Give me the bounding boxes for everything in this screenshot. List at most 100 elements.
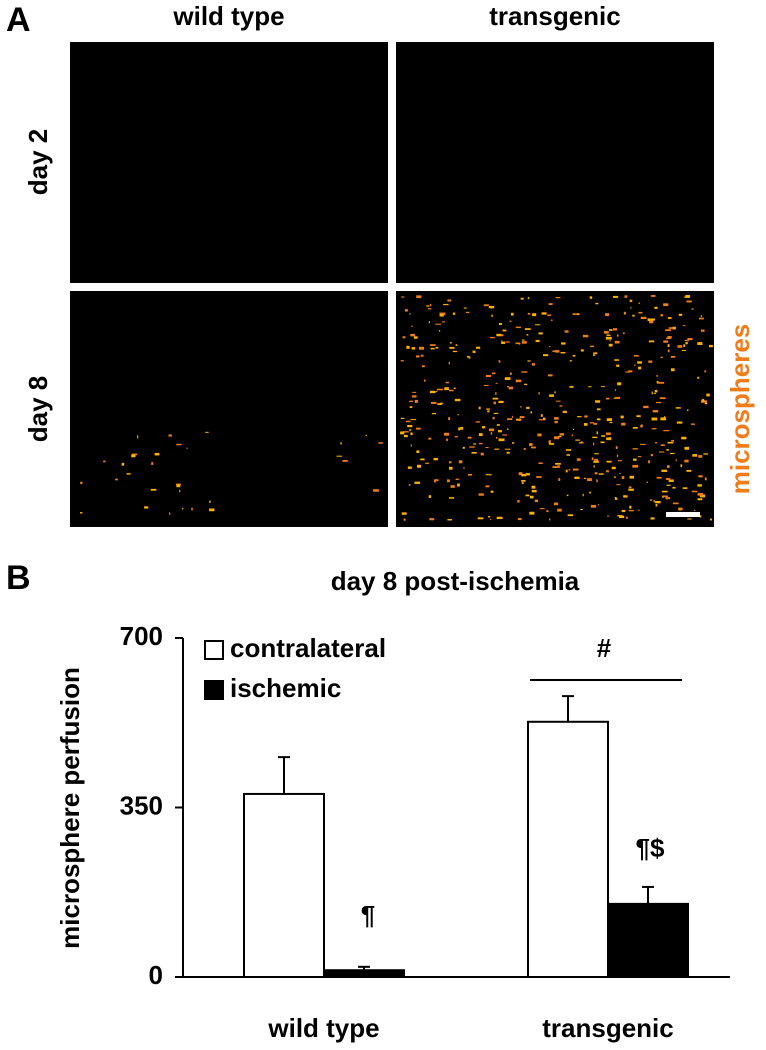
speckle — [704, 477, 707, 481]
speckle — [430, 347, 435, 350]
speckle — [452, 312, 456, 315]
speckle — [531, 446, 536, 449]
speckle — [687, 518, 692, 520]
speckle — [425, 462, 429, 464]
speckle — [549, 394, 554, 397]
speckle — [620, 415, 624, 419]
speckle — [559, 433, 565, 436]
speckle — [446, 479, 450, 483]
speckle — [582, 334, 589, 338]
speckle — [660, 444, 665, 447]
speckle — [205, 431, 209, 433]
speckle — [684, 459, 689, 463]
speckle — [697, 376, 700, 379]
speckle — [530, 411, 533, 414]
speckle — [498, 438, 505, 442]
speckle — [612, 328, 617, 331]
y-tick-label: 700 — [120, 621, 163, 651]
speckle — [154, 452, 160, 456]
speckle — [502, 434, 508, 436]
speckle — [478, 493, 484, 496]
speckle — [618, 515, 625, 519]
speckle — [621, 422, 626, 426]
speckle — [632, 426, 638, 429]
speckle — [409, 429, 412, 431]
legend-swatch — [204, 640, 224, 660]
speckle — [176, 484, 181, 488]
speckle — [667, 317, 672, 319]
speckle — [565, 449, 572, 451]
speckle — [660, 417, 667, 421]
speckle — [684, 446, 690, 450]
speckle — [536, 476, 542, 478]
speckle — [625, 516, 628, 519]
speckle — [630, 306, 632, 309]
speckle — [435, 323, 442, 325]
speckle — [704, 402, 708, 405]
speckle — [554, 350, 560, 353]
speckle — [613, 397, 615, 400]
speckle — [640, 316, 647, 320]
speckle — [498, 360, 500, 362]
speckle — [665, 497, 671, 500]
speckle — [640, 424, 643, 428]
speckle — [694, 509, 696, 511]
bar — [243, 792, 325, 978]
speckle — [628, 486, 632, 489]
speckle — [560, 352, 566, 354]
speckle — [518, 472, 523, 476]
speckle — [596, 408, 601, 411]
speckle — [621, 476, 625, 480]
speckle — [574, 476, 580, 479]
speckle — [505, 341, 510, 343]
speckle — [628, 488, 634, 491]
speckle — [629, 299, 633, 302]
micrograph — [70, 291, 388, 527]
speckle — [445, 381, 449, 384]
speckle — [472, 350, 476, 353]
speckle — [538, 332, 543, 335]
speckle — [668, 479, 674, 482]
speckle — [529, 495, 534, 499]
speckle — [485, 447, 489, 449]
speckle — [584, 477, 587, 480]
speckle — [589, 491, 592, 493]
speckle — [467, 355, 470, 358]
speckle — [598, 473, 604, 475]
speckle — [115, 478, 118, 481]
bar — [323, 969, 405, 978]
speckle — [410, 444, 413, 447]
speckle — [593, 352, 598, 355]
speckle — [429, 344, 436, 346]
speckle — [449, 346, 455, 349]
speckle — [132, 453, 138, 456]
speckle — [439, 312, 446, 315]
speckle — [131, 454, 136, 458]
speckle — [549, 346, 551, 348]
speckle — [463, 467, 465, 469]
speckle — [590, 345, 595, 348]
speckle — [686, 300, 692, 303]
speckle — [450, 485, 455, 488]
speckle — [654, 306, 658, 309]
speckle — [590, 504, 597, 508]
speckle — [429, 390, 436, 394]
speckle — [656, 476, 662, 479]
speckle — [615, 446, 618, 449]
speckle — [663, 340, 669, 343]
speckle — [632, 464, 639, 468]
speckle — [448, 417, 451, 421]
speckle — [616, 454, 619, 458]
speckle — [426, 305, 430, 307]
speckle — [410, 432, 413, 436]
speckle — [498, 400, 504, 404]
speckle — [534, 499, 539, 503]
speckle — [416, 295, 422, 299]
speckle — [504, 448, 511, 450]
speckle — [468, 473, 473, 476]
speckle — [636, 415, 641, 418]
speckle — [554, 420, 558, 424]
speckle — [498, 323, 502, 326]
row-label: day 2 — [23, 129, 53, 196]
row-label: day 8 — [23, 376, 53, 443]
